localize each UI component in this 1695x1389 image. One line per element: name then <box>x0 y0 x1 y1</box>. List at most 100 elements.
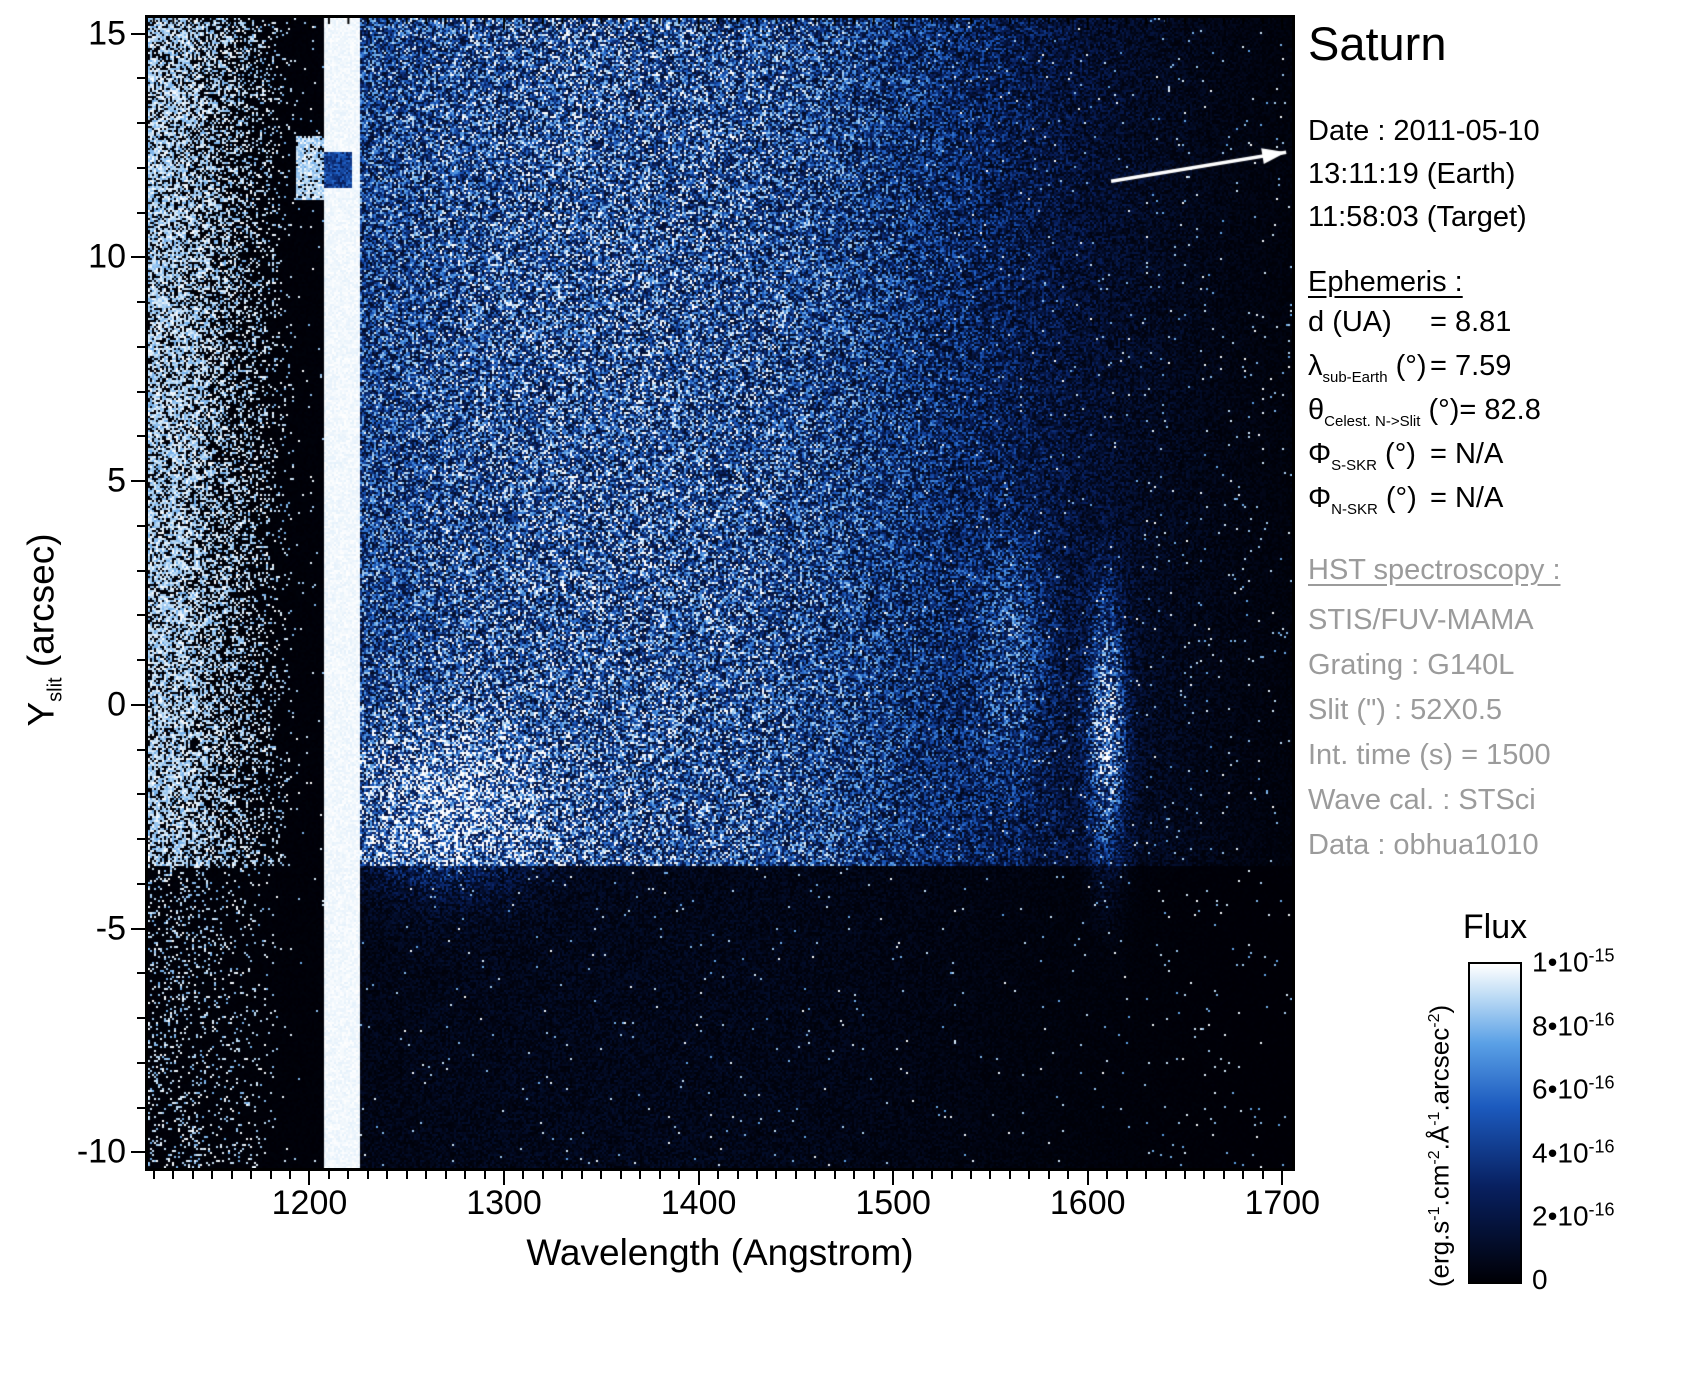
x-minor-tick <box>522 1171 525 1179</box>
ephemeris-value: = N/A <box>1430 438 1504 470</box>
y-minor-tick <box>137 1106 145 1109</box>
x-minor-tick <box>269 1171 272 1179</box>
colorbar-tick-label: 1•10-15 <box>1532 945 1615 978</box>
hst-line: Grating : G140L <box>1308 649 1515 681</box>
y-major-tick <box>131 703 145 706</box>
hst-line: Slit (") : 52X0.5 <box>1308 694 1503 726</box>
y-minor-tick <box>137 77 145 80</box>
y-minor-tick <box>137 748 145 751</box>
x-tick-label: 1200 <box>271 1184 348 1222</box>
x-minor-tick <box>405 1171 408 1179</box>
x-minor-tick <box>386 1171 389 1179</box>
x-minor-tick <box>289 1171 292 1179</box>
x-minor-tick <box>658 1171 661 1179</box>
x-minor-tick <box>717 1171 720 1179</box>
y-minor-tick <box>137 301 145 304</box>
x-major-tick <box>697 1171 700 1185</box>
ephemeris-row: d (UA) = 8.81 <box>1308 306 1512 338</box>
colorbar-tick-label: 4•10-16 <box>1532 1136 1615 1169</box>
x-minor-tick <box>1047 1171 1050 1179</box>
ephemeris-value: = N/A <box>1430 482 1504 514</box>
colorbar-tick-label: 2•10-16 <box>1532 1199 1615 1233</box>
hst-line: STIS/FUV-MAMA <box>1308 604 1534 636</box>
colorbar-tick-label: 6•10-16 <box>1532 1072 1615 1105</box>
x-minor-tick <box>211 1171 214 1179</box>
y-major-tick <box>131 1151 145 1154</box>
ephemeris-row: ΦS-SKR (°) = N/A <box>1308 438 1504 474</box>
x-minor-tick <box>580 1171 583 1179</box>
x-minor-tick <box>639 1171 642 1179</box>
y-minor-tick <box>137 793 145 796</box>
x-major-tick <box>503 1171 506 1185</box>
y-minor-tick <box>137 345 145 348</box>
x-minor-tick <box>152 1171 155 1179</box>
x-minor-tick <box>814 1171 817 1179</box>
x-minor-tick <box>775 1171 778 1179</box>
y-minor-tick <box>137 1017 145 1020</box>
y-axis-label-units: (arcsec) <box>20 533 62 678</box>
y-major-tick <box>131 927 145 930</box>
ephemeris-rows: d (UA) = 8.81 λsub-Earth (°) = 7.59 θCelest.… <box>1308 306 1688 526</box>
y-tick-label: 10 <box>88 237 126 276</box>
x-tick-label: 1700 <box>1244 1184 1321 1222</box>
y-tick-label: 5 <box>107 461 126 500</box>
y-minor-tick <box>137 524 145 527</box>
x-minor-tick <box>1145 1171 1148 1179</box>
colorbar-gradient <box>1468 962 1522 1284</box>
x-minor-tick <box>444 1171 447 1179</box>
x-minor-tick <box>191 1171 194 1179</box>
x-minor-tick <box>425 1171 428 1179</box>
x-minor-tick <box>600 1171 603 1179</box>
spectral-image <box>148 18 1292 1168</box>
plot-frame <box>148 18 1292 1168</box>
y-minor-tick <box>137 1061 145 1064</box>
ephemeris-row: λsub-Earth (°) = 7.59 <box>1308 350 1512 386</box>
x-minor-tick <box>1203 1171 1206 1179</box>
x-minor-tick <box>755 1171 758 1179</box>
target-title: Saturn <box>1308 17 1447 70</box>
hst-line: Wave cal. : STSci <box>1308 784 1536 816</box>
date-line: Date : 2011-05-10 <box>1308 115 1540 147</box>
ephemeris-value: = 8.81 <box>1430 306 1512 338</box>
y-minor-tick <box>137 166 145 169</box>
x-minor-tick <box>1261 1171 1264 1179</box>
x-minor-tick <box>464 1171 467 1179</box>
y-minor-tick <box>137 882 145 885</box>
y-tick-label: 15 <box>88 14 126 53</box>
x-minor-tick <box>1028 1171 1031 1179</box>
colorbar-tick-label: 0 <box>1532 1264 1548 1295</box>
hst-line: Int. time (s) = 1500 <box>1308 739 1551 771</box>
x-tick-label: 1500 <box>855 1184 931 1222</box>
ephemeris-row: θCelest. N->Slit (°)= 82.8 <box>1308 394 1541 430</box>
y-minor-tick <box>137 390 145 393</box>
x-minor-tick <box>230 1171 233 1179</box>
y-minor-tick <box>137 838 145 841</box>
x-minor-tick <box>172 1171 175 1179</box>
x-minor-tick <box>250 1171 253 1179</box>
hst-line: Data : obhua1010 <box>1308 829 1539 861</box>
x-minor-tick <box>366 1171 369 1179</box>
x-minor-tick <box>1008 1171 1011 1179</box>
y-minor-tick <box>137 614 145 617</box>
x-minor-tick <box>931 1171 934 1179</box>
hst-heading: HST spectroscopy : <box>1308 554 1561 586</box>
earth-time-line: 13:11:19 (Earth) <box>1308 158 1516 190</box>
x-minor-tick <box>736 1171 739 1179</box>
target-time-line: 11:58:03 (Target) <box>1308 201 1527 233</box>
x-minor-tick <box>541 1171 544 1179</box>
info-panel: Saturn Date : 2011-05-10 13:11:19 (Earth… <box>1306 0 1692 1389</box>
y-tick-label: -10 <box>76 1132 126 1171</box>
y-major-tick <box>131 32 145 35</box>
y-minor-tick <box>137 122 145 125</box>
y-minor-tick <box>137 972 145 975</box>
x-minor-tick <box>1106 1171 1109 1179</box>
y-tick-label: -5 <box>95 909 126 948</box>
x-major-tick <box>892 1171 895 1185</box>
x-minor-tick <box>989 1171 992 1179</box>
x-minor-tick <box>1222 1171 1225 1179</box>
x-minor-tick <box>969 1171 972 1179</box>
x-minor-tick <box>950 1171 953 1179</box>
x-minor-tick <box>347 1171 350 1179</box>
x-tick-label: 1400 <box>660 1184 737 1222</box>
x-minor-tick <box>619 1171 622 1179</box>
